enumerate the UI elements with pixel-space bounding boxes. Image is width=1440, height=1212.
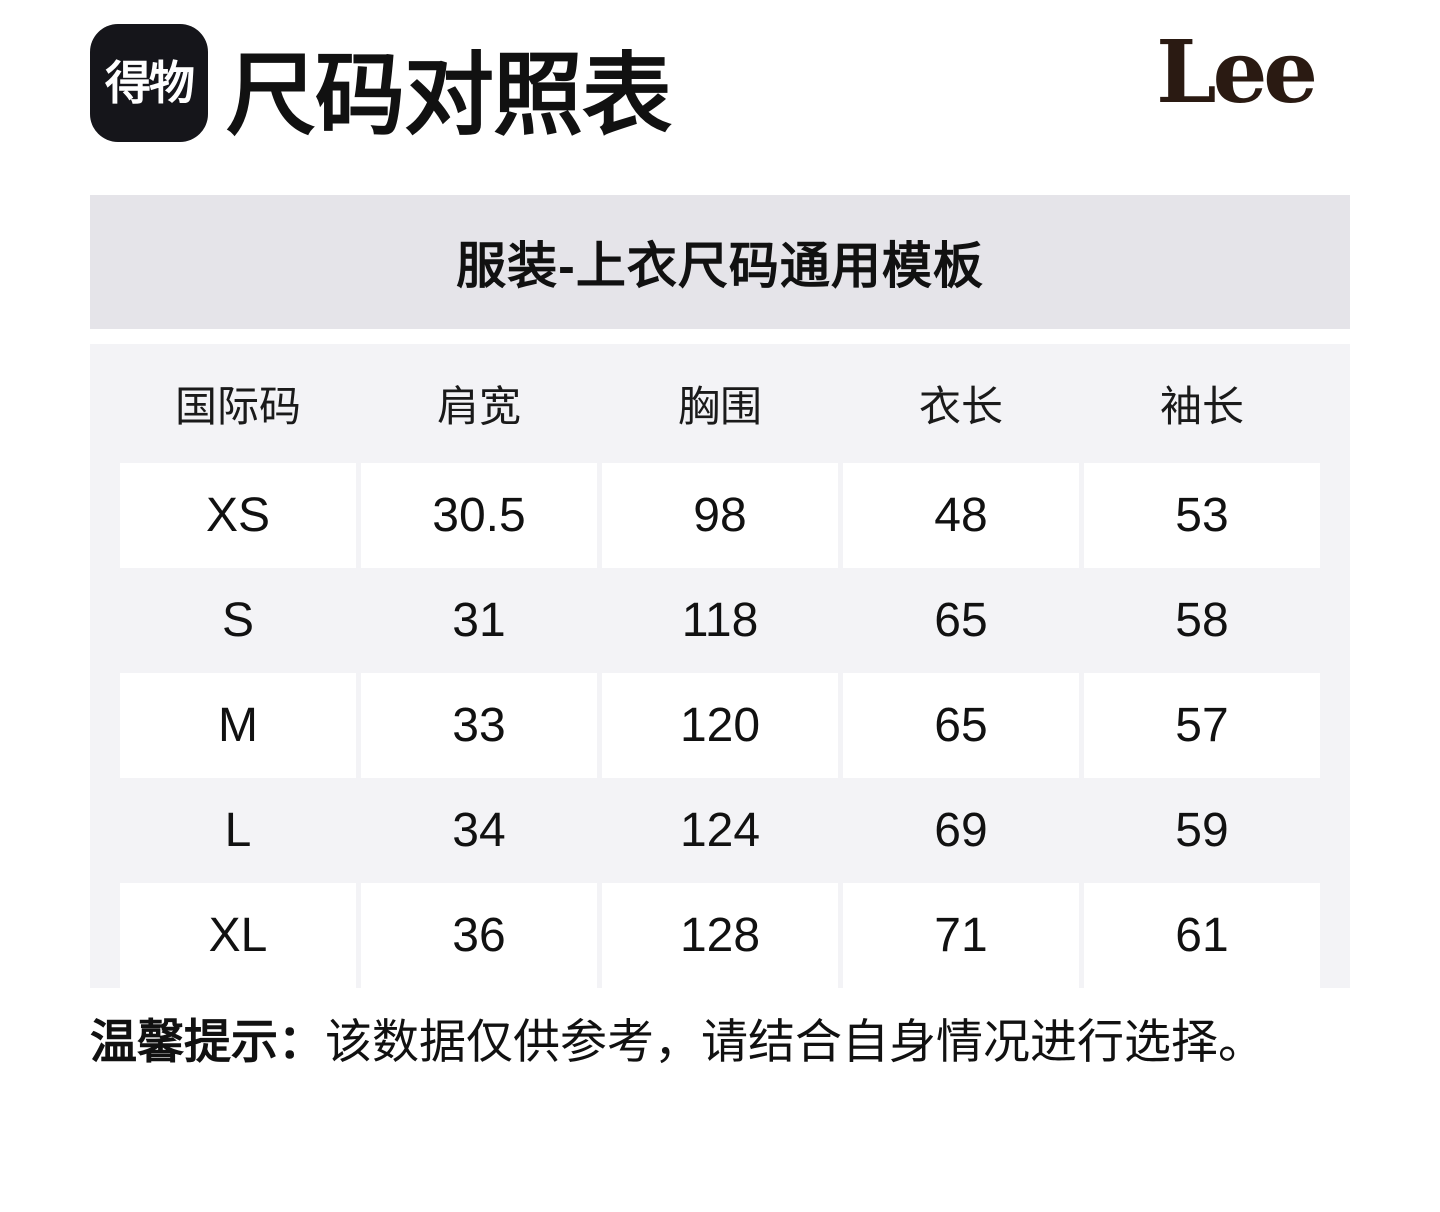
cell-value: 65: [843, 673, 1079, 778]
cell-value: 120: [602, 673, 838, 778]
cell-value: 31: [452, 594, 506, 647]
cell-value: 69: [934, 804, 988, 857]
note: 温馨提示：该数据仅供参考，请结合自身情况进行选择。: [90, 1012, 1265, 1071]
cell-value: 57: [1084, 673, 1320, 778]
column-header-shoulder: 肩宽: [436, 383, 521, 430]
table-row-m: M 33 120 65 57: [120, 673, 1320, 778]
table-row-l: L 34 124 69 59: [120, 778, 1320, 883]
column-header-sleeve: 袖长: [1159, 383, 1244, 430]
note-text: 该数据仅供参考，请结合自身情况进行选择。: [325, 1015, 1265, 1068]
dewu-logo-icon: 得物: [90, 24, 208, 142]
cell-value: 98: [602, 463, 838, 568]
note-label: 温馨提示：: [90, 1015, 325, 1068]
cell-value: 53: [1084, 463, 1320, 568]
template-banner-text: 服装-上衣尺码通用模板: [456, 238, 984, 294]
dewu-logo-text: 得物: [105, 57, 195, 109]
cell-value: 48: [843, 463, 1079, 568]
template-banner: 服装-上衣尺码通用模板: [90, 195, 1350, 329]
cell-value: 30.5: [361, 463, 597, 568]
cell-value: 128: [602, 883, 838, 988]
column-header-length: 衣长: [918, 383, 1003, 430]
column-header-size: 国际码: [174, 383, 301, 430]
column-header-chest: 胸围: [677, 383, 762, 430]
cell-value: 33: [361, 673, 597, 778]
cell-value: 59: [1175, 804, 1229, 857]
cell-value: 65: [934, 594, 988, 647]
cell-value: 124: [679, 804, 761, 857]
table-row-xl: XL 36 128 71 61: [120, 883, 1320, 988]
page-title: 尺码对照表: [226, 46, 672, 146]
lee-brand-logo: Lee: [1156, 22, 1318, 123]
cell-size: M: [120, 673, 356, 778]
table-row-xs: XS 30.5 98 48 53: [120, 463, 1320, 568]
table-row-s: S 31 118 65 58: [120, 568, 1320, 673]
cell-value: 61: [1084, 883, 1320, 988]
cell-value: 34: [452, 804, 506, 857]
cell-size: S: [221, 594, 254, 647]
cell-value: 118: [681, 594, 759, 647]
cell-size: L: [224, 804, 252, 857]
cell-size: XS: [120, 463, 356, 568]
cell-value: 71: [843, 883, 1079, 988]
size-table: 国际码 肩宽 胸围 衣长 袖长 XS 30.5 98 48 53 S 31 11…: [90, 344, 1350, 988]
cell-value: 58: [1175, 594, 1229, 647]
cell-size: XL: [120, 883, 356, 988]
table-header-row: 国际码 肩宽 胸围 衣长 袖长: [120, 344, 1320, 463]
cell-value: 36: [361, 883, 597, 988]
